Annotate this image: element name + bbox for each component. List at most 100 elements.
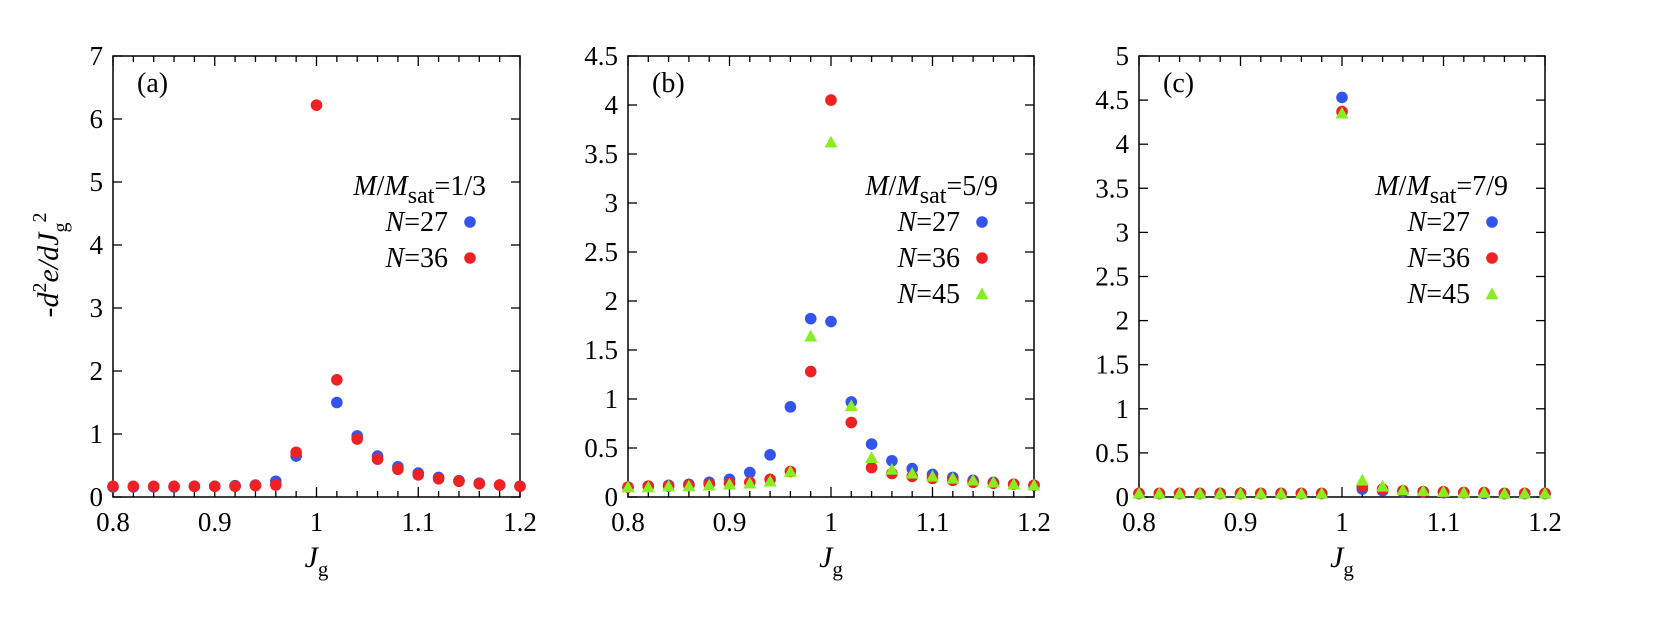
panel-a-xtick-label: 0.8	[96, 507, 130, 537]
panel-c: 0 0.5 1 1.5 2 2.5 3 3.5 4 4.5 5 0.8 0.9 1 1.1 1.2 Jg (c) M…	[1095, 41, 1562, 581]
panel-b-ytick-label: 2.5	[584, 237, 618, 267]
panel-b-legend-marker	[976, 216, 988, 228]
panel-c-point	[1355, 473, 1369, 486]
panel-a-point	[514, 480, 526, 493]
panel-c-xtick-label: 1.1	[1427, 507, 1461, 537]
panel-b-legend-entry: N=36	[897, 243, 960, 274]
panel-c-legend-marker	[1485, 287, 1499, 300]
panel-c-legend-entry: N=45	[1407, 279, 1470, 310]
panel-b-point	[946, 471, 960, 484]
panel-b-legend-entry: N=27	[897, 207, 960, 238]
panel-c-point	[1315, 486, 1329, 499]
panel-b-ytick-label: 3	[605, 188, 619, 218]
panel-c-point	[1457, 486, 1471, 498]
panel-a-ytick-label: 0	[90, 482, 104, 512]
panel-b-point	[825, 315, 837, 328]
panel-a-series-N36	[107, 99, 526, 493]
panel-a-point	[249, 479, 262, 492]
panel-c-point	[1294, 486, 1308, 499]
panel-b-point	[865, 451, 879, 463]
panel-b-point	[966, 473, 980, 486]
panel-b-series-N36	[622, 94, 1040, 494]
panel-a: 0 1 2 3 4 5 6 7 0.8 0.9 1 1.1 1.2 Jg (a) M/Msat=1/3N=27…	[90, 41, 537, 581]
panel-c-legend-marker	[1486, 252, 1498, 264]
panel-b-ytick-label: 2	[605, 286, 619, 316]
panel-c-point	[1274, 486, 1288, 499]
panel-a-ytick-label: 2	[90, 356, 104, 386]
panel-a-frame	[112, 55, 521, 498]
panel-c-ytick-label: 0	[1116, 482, 1130, 512]
panel-b-point	[641, 480, 655, 493]
panel-c-point	[1234, 486, 1247, 499]
panel-b-xtick-label: 1	[824, 507, 838, 537]
panel-b-point	[682, 479, 696, 492]
panel-b-ytick-label: 4	[605, 90, 619, 120]
panel-a-point	[412, 469, 425, 481]
panel-b-frame	[627, 55, 1035, 498]
panel-a-xtick-label: 0.9	[198, 507, 232, 537]
panel-a-point	[188, 480, 201, 493]
panel-b-point	[662, 479, 676, 492]
panel-c-point	[1437, 485, 1450, 497]
panel-b-point	[1007, 477, 1021, 490]
panel-b-label: (b)	[652, 68, 685, 99]
panel-a-point	[371, 453, 384, 466]
panel-b-point	[824, 135, 838, 148]
panel-a-point	[392, 463, 404, 476]
panel-b-point	[905, 466, 919, 479]
panel-c-ytick-label: 3	[1116, 217, 1130, 247]
panel-b-point	[886, 454, 898, 467]
panel-c-point	[1254, 486, 1268, 499]
panel-b-xtick-label: 0.9	[713, 507, 747, 537]
panel-c-legend-entry: N=36	[1407, 243, 1470, 274]
panel-c-point	[1335, 106, 1349, 119]
y-axis-label-sup1: 2	[29, 282, 51, 292]
panel-a-ytick-label: 6	[90, 104, 104, 134]
panel-a-xtick-label: 1.2	[503, 507, 537, 537]
panel-a-ytick-label: 7	[90, 41, 104, 71]
panel-c-ytick-label: 4.5	[1095, 85, 1129, 115]
panel-c-xtick-label: 1	[1335, 507, 1349, 537]
panel-b-x-axis-label: Jg	[819, 541, 843, 581]
panel-a-legend-marker	[464, 252, 476, 264]
panel-a-legend-marker	[464, 216, 476, 228]
y-axis-label-sup2: 2	[29, 213, 51, 223]
panel-a-point	[331, 374, 343, 386]
panel-b-xtick-label: 1.2	[1017, 507, 1051, 537]
panel-a-legend-entry: N=36	[385, 243, 448, 274]
panel-c-point	[1416, 484, 1430, 497]
panel-b-legend-entry: N=45	[897, 279, 960, 310]
panel-b-legend-title: M/Msat=5/9	[864, 171, 998, 209]
panel-a-legend-title: M/Msat=1/3	[352, 171, 486, 209]
panel-b-point	[825, 94, 837, 106]
panel-b-point	[986, 475, 1000, 488]
panel-a-ytick-label: 4	[90, 230, 104, 260]
panel-c-x-axis-label: Jg	[1330, 541, 1354, 581]
panel-c-legend-entry: N=27	[1407, 207, 1470, 238]
panel-b-point	[865, 461, 878, 474]
panel-a-point	[473, 477, 486, 490]
panel-c-ytick-label: 1	[1116, 394, 1130, 424]
panel-c-xtick-label: 0.9	[1224, 507, 1258, 537]
panel-b-point	[926, 469, 939, 482]
panel-c-point	[1193, 486, 1207, 499]
panel-a-label: (a)	[137, 68, 168, 99]
panel-b-xtick-label: 1.1	[916, 507, 950, 537]
y-axis-label: -d2e/dJg2	[29, 213, 72, 318]
panel-c-ytick-label: 2	[1116, 306, 1130, 336]
panel-c-point	[1497, 486, 1511, 499]
panel-b-ytick-label: 1.5	[584, 335, 618, 365]
panel-b-point	[804, 365, 817, 378]
panel-b-ytick-label: 0	[605, 482, 619, 512]
y-axis-label-mid: e/dJ	[32, 231, 65, 283]
panel-a-point	[208, 480, 221, 493]
panel-a-point	[107, 480, 119, 493]
panel-c-label: (c)	[1163, 68, 1194, 99]
panel-b-point	[764, 449, 776, 461]
panel-b-point	[885, 463, 899, 475]
panel-a-point	[351, 433, 364, 445]
panel-a-point	[493, 479, 506, 491]
panel-c-point	[1538, 486, 1552, 499]
panel-a-x-axis-label: Jg	[305, 541, 329, 581]
panel-c-ytick-label: 3.5	[1095, 173, 1129, 203]
